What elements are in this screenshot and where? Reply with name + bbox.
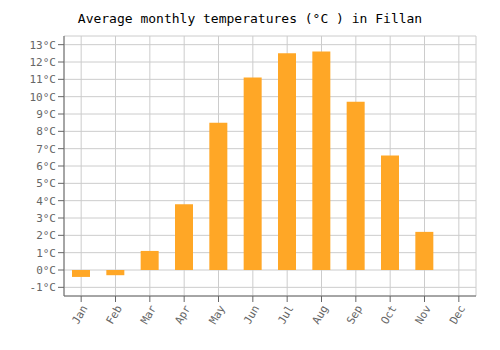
svg-text:11°C: 11°C (30, 73, 57, 86)
svg-text:Oct: Oct (378, 303, 399, 327)
svg-text:Jun: Jun (241, 303, 262, 327)
svg-text:-1°C: -1°C (30, 281, 57, 294)
svg-text:0°C: 0°C (36, 264, 56, 277)
svg-text:13°C: 13°C (30, 39, 57, 52)
svg-text:Nov: Nov (413, 303, 434, 327)
svg-text:2°C: 2°C (36, 229, 56, 242)
svg-text:3°C: 3°C (36, 212, 56, 225)
svg-text:5°C: 5°C (36, 177, 56, 190)
svg-text:Apr: Apr (172, 303, 193, 327)
svg-text:10°C: 10°C (30, 91, 57, 104)
svg-text:Jan: Jan (69, 303, 90, 327)
svg-text:12°C: 12°C (30, 56, 57, 69)
svg-text:1°C: 1°C (36, 247, 56, 260)
html-text:Average monthly temperatures (: Average monthly temperatures (°C ) in Fi… (77, 11, 423, 26)
svg-text:Jul: Jul (275, 303, 296, 327)
svg-text:9°C: 9°C (36, 108, 56, 121)
svg-text:6°C: 6°C (36, 160, 56, 173)
svg-text:Dec: Dec (447, 303, 468, 327)
svg-text:Mar: Mar (138, 303, 159, 327)
svg-text:4°C: 4°C (36, 195, 56, 208)
svg-text:8°C: 8°C (36, 125, 56, 138)
svg-text:Feb: Feb (104, 303, 125, 327)
svg-text:Aug: Aug (310, 303, 331, 327)
svg-text:7°C: 7°C (36, 143, 56, 156)
svg-text:Sep: Sep (344, 303, 365, 327)
svg-text:May: May (207, 303, 228, 327)
